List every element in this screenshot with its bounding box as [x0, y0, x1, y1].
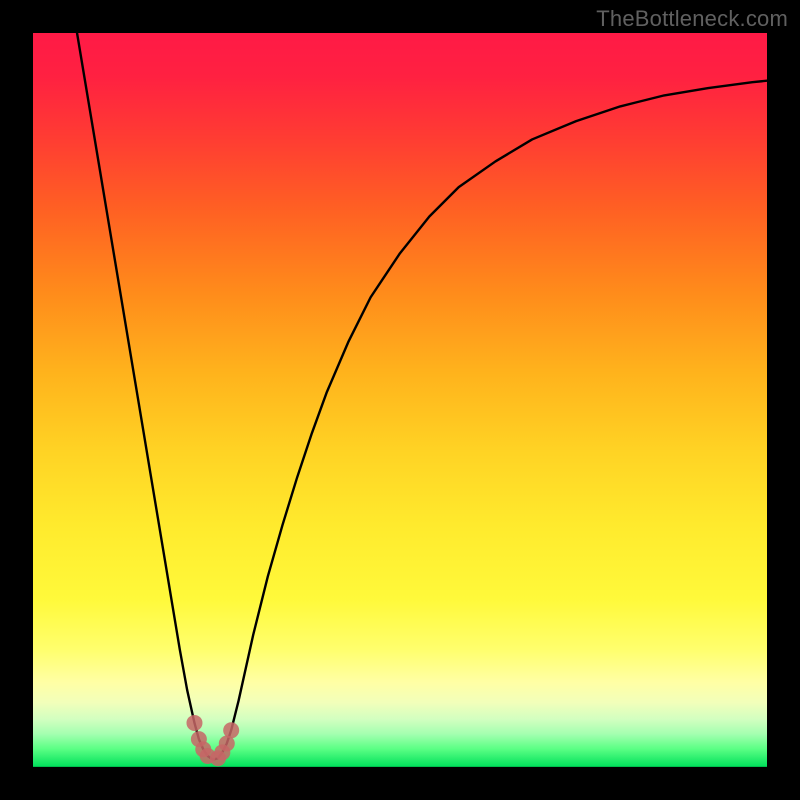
chart-svg: [33, 33, 767, 767]
curve-marker: [186, 715, 202, 731]
chart-background: [33, 33, 767, 767]
curve-marker: [223, 722, 239, 738]
chart-frame: TheBottleneck.com: [0, 0, 800, 800]
plot-area: [33, 33, 767, 767]
watermark-label: TheBottleneck.com: [596, 6, 788, 32]
